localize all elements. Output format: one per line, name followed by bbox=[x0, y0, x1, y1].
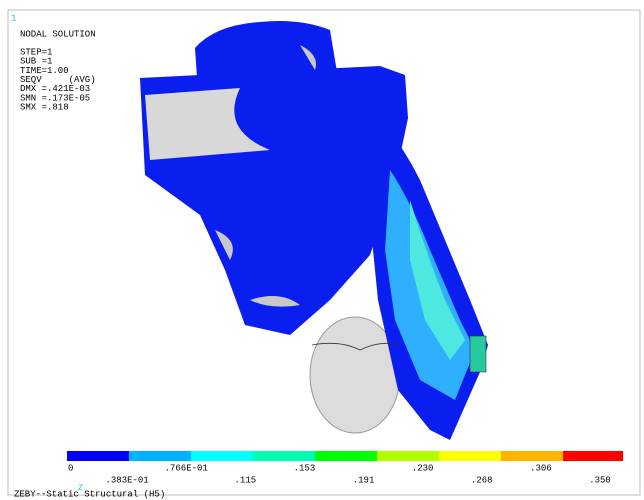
bracket bbox=[470, 336, 486, 372]
window-number: 1 bbox=[11, 13, 16, 23]
model-title: ZEBY--Static Structural (H5) bbox=[14, 489, 165, 499]
legend-label: .153 bbox=[294, 463, 316, 473]
legend-label: .268 bbox=[471, 475, 493, 485]
legend-label: .383E-01 bbox=[106, 475, 149, 485]
legend-label: 0 bbox=[68, 463, 73, 473]
legend-label: .115 bbox=[235, 475, 257, 485]
color-bar bbox=[67, 451, 623, 461]
ansys-window: 1 NODAL SOLUTION STEP=1SUB =1TIME=1.00SE… bbox=[0, 0, 644, 500]
info-line: SMX =.818 bbox=[20, 103, 69, 113]
legend-label: .766E-01 bbox=[165, 463, 208, 473]
legend-label: .306 bbox=[530, 463, 552, 473]
legend-label: .350 bbox=[589, 475, 611, 485]
legend-label: .230 bbox=[412, 463, 434, 473]
result-title: NODAL SOLUTION bbox=[20, 29, 96, 39]
legend-label: .191 bbox=[353, 475, 375, 485]
